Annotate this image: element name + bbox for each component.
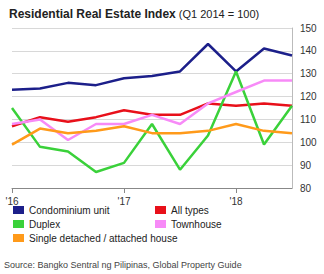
svg-text:'16: '16 bbox=[5, 196, 18, 207]
svg-text:80: 80 bbox=[300, 183, 312, 194]
svg-text:Residential Real Estate Index: Residential Real Estate Index bbox=[9, 7, 176, 21]
svg-text:100: 100 bbox=[300, 137, 317, 148]
svg-text:'17: '17 bbox=[117, 196, 130, 207]
svg-text:Single detached / attached hou: Single detached / attached house bbox=[29, 233, 178, 244]
svg-text:110: 110 bbox=[300, 114, 316, 125]
svg-text:90: 90 bbox=[300, 160, 312, 171]
svg-text:Duplex: Duplex bbox=[29, 219, 60, 230]
svg-text:(Q1 2014 = 100): (Q1 2014 = 100) bbox=[176, 8, 259, 20]
svg-text:Condominium unit: Condominium unit bbox=[29, 205, 110, 216]
svg-text:Source: Bangko Sentral ng Pili: Source: Bangko Sentral ng Pilipinas, Glo… bbox=[4, 260, 242, 270]
svg-text:150: 150 bbox=[300, 23, 317, 34]
svg-text:140: 140 bbox=[300, 45, 317, 56]
svg-text:130: 130 bbox=[300, 68, 317, 79]
svg-text:'18: '18 bbox=[229, 196, 242, 207]
svg-text:120: 120 bbox=[300, 91, 317, 102]
svg-text:Townhouse: Townhouse bbox=[171, 219, 222, 230]
svg-text:All types: All types bbox=[171, 205, 209, 216]
